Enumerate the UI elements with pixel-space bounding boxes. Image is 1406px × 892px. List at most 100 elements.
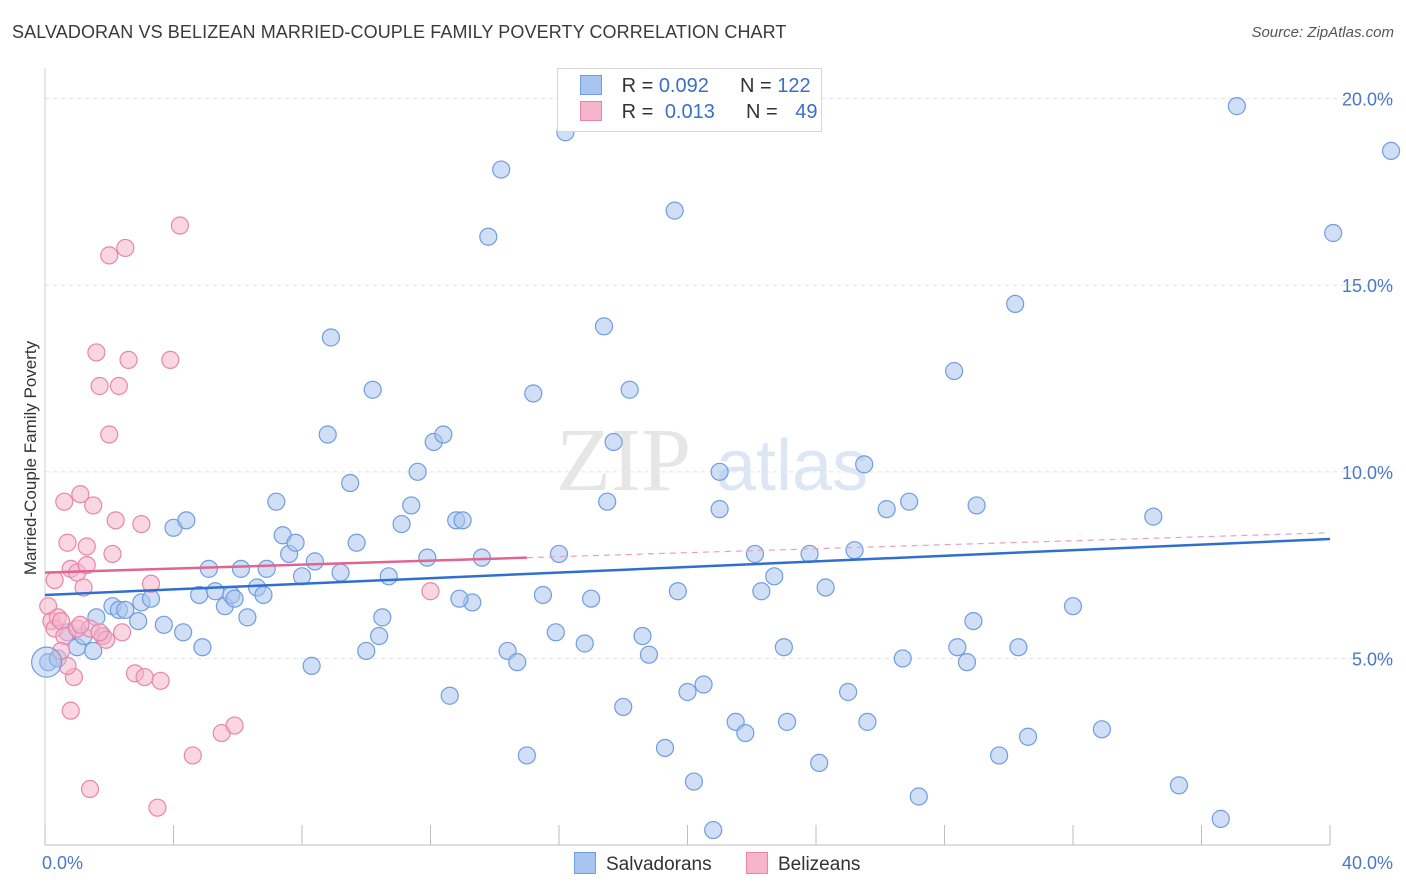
belizean-point	[112, 623, 132, 642]
x-tick-label: 0.0%	[42, 853, 83, 873]
belizean-point	[58, 533, 77, 552]
salvadoran-point	[967, 496, 986, 515]
bottom-legend-salvadorans: Salvadorans	[574, 852, 712, 876]
salvadoran-point	[341, 473, 360, 493]
salvadoran-point	[177, 511, 196, 530]
belizean-point	[151, 671, 170, 690]
salvadoran-point	[524, 384, 543, 403]
salvadoran-point	[305, 552, 324, 571]
salvadoran-point	[154, 615, 173, 634]
salvadoran-point	[900, 492, 919, 511]
belizean-point	[132, 514, 151, 534]
salvadoran-point	[418, 548, 437, 567]
correlation-legend: R = 0.092 N = 122 R = 0.013 N = 49	[557, 68, 822, 132]
salvadoran-point	[684, 772, 704, 791]
bottom-legend-belizeans: Belizeans	[746, 852, 860, 876]
belizean-point	[225, 716, 244, 735]
belizean-point	[100, 425, 119, 444]
salvadoran-point	[302, 656, 321, 675]
salvadoran-point	[655, 738, 675, 758]
salvadoran-point	[408, 462, 427, 481]
salvadoran-trend-line	[44, 537, 1331, 597]
legend-n-value: 122	[777, 75, 811, 97]
data-points	[31, 97, 1401, 840]
salvadoran-point	[440, 686, 459, 705]
belizean-point	[51, 611, 71, 631]
salvadoran-point	[964, 611, 983, 631]
bottom-legend-label: Salvadorans	[606, 854, 712, 875]
belizean-point	[71, 485, 90, 504]
belizean-point	[109, 376, 128, 396]
salvadoran-point	[1006, 294, 1025, 314]
salvadoran-point	[877, 500, 896, 519]
belizean-point	[183, 746, 202, 765]
belizean-point	[90, 376, 109, 396]
belizean-point	[87, 343, 106, 362]
salvadoran-point	[492, 160, 511, 179]
belizean-point	[100, 246, 119, 265]
legend-row-belizeans: R = 0.013 N = 49	[580, 101, 818, 127]
salvadoran-point	[267, 492, 286, 511]
legend-row-salvadorans: R = 0.092 N = 122	[580, 75, 811, 101]
belizean-point	[106, 511, 125, 530]
legend-n-label: N =	[740, 75, 772, 97]
salvadoran-point	[845, 541, 864, 560]
salvadoran-point	[286, 533, 305, 552]
salvadoran-point	[347, 533, 366, 552]
belizean-point	[71, 615, 90, 634]
salvadoran-point	[1211, 809, 1230, 828]
salvadoran-point	[84, 641, 103, 661]
salvadoran-point	[620, 380, 639, 399]
salvadoran-point	[736, 723, 755, 743]
salvadoran-point	[231, 559, 251, 578]
salvadoran-point	[765, 567, 784, 586]
salvadoran-point	[816, 578, 835, 597]
salvadoran-point	[357, 641, 376, 661]
watermark: ZIP atlas	[556, 411, 868, 510]
salvadoran-point	[1381, 141, 1401, 161]
salvadoran-point	[402, 496, 421, 515]
salvadoran-point	[546, 623, 565, 642]
salvadoran-point	[379, 567, 398, 586]
salvadoran-point	[1018, 727, 1038, 746]
salvadoran-point	[508, 653, 527, 672]
salvadoran-point	[704, 820, 723, 840]
legend-swatch-pink	[580, 101, 602, 121]
belizean-point	[61, 701, 80, 720]
salvadoran-cluster-point	[31, 646, 63, 678]
salvadoran-point	[318, 425, 337, 444]
salvadoran-point	[598, 492, 617, 511]
salvadoran-point	[582, 589, 601, 608]
salvadoran-point	[116, 600, 135, 620]
belizean-point	[135, 667, 154, 687]
salvadoran-point	[257, 559, 276, 578]
salvadoran-point	[206, 582, 225, 601]
belizean-point	[119, 350, 138, 369]
trend-lines	[44, 532, 1331, 597]
salvadoran-point	[633, 626, 652, 646]
salvadoran-point	[893, 649, 912, 668]
belizean-point	[116, 238, 135, 258]
belizean-point	[103, 544, 122, 564]
salvadoran-point	[1324, 223, 1343, 243]
salvadoran-point	[839, 682, 858, 702]
salvadoran-point	[694, 675, 713, 694]
salvadoran-point	[710, 462, 729, 481]
salvadoran-point	[533, 585, 553, 605]
belizean-point	[74, 578, 93, 597]
salvadoran-point	[450, 589, 469, 608]
salvadoran-point	[549, 544, 569, 564]
bottom-legend-swatch-blue	[574, 852, 596, 874]
y-axis-label: Married-Couple Family Poverty	[21, 340, 40, 575]
salvadoran-point	[710, 500, 729, 519]
salvadoran-point	[774, 638, 793, 657]
salvadoran-point	[777, 712, 797, 731]
salvadoran-point	[363, 380, 382, 399]
salvadoran-point	[858, 712, 877, 731]
axes	[44, 68, 1331, 846]
salvadoran-point	[665, 201, 684, 220]
salvadoran-point	[453, 511, 472, 530]
belizean-point	[90, 623, 109, 642]
belizean-point	[161, 350, 180, 369]
salvadoran-point	[745, 544, 765, 564]
